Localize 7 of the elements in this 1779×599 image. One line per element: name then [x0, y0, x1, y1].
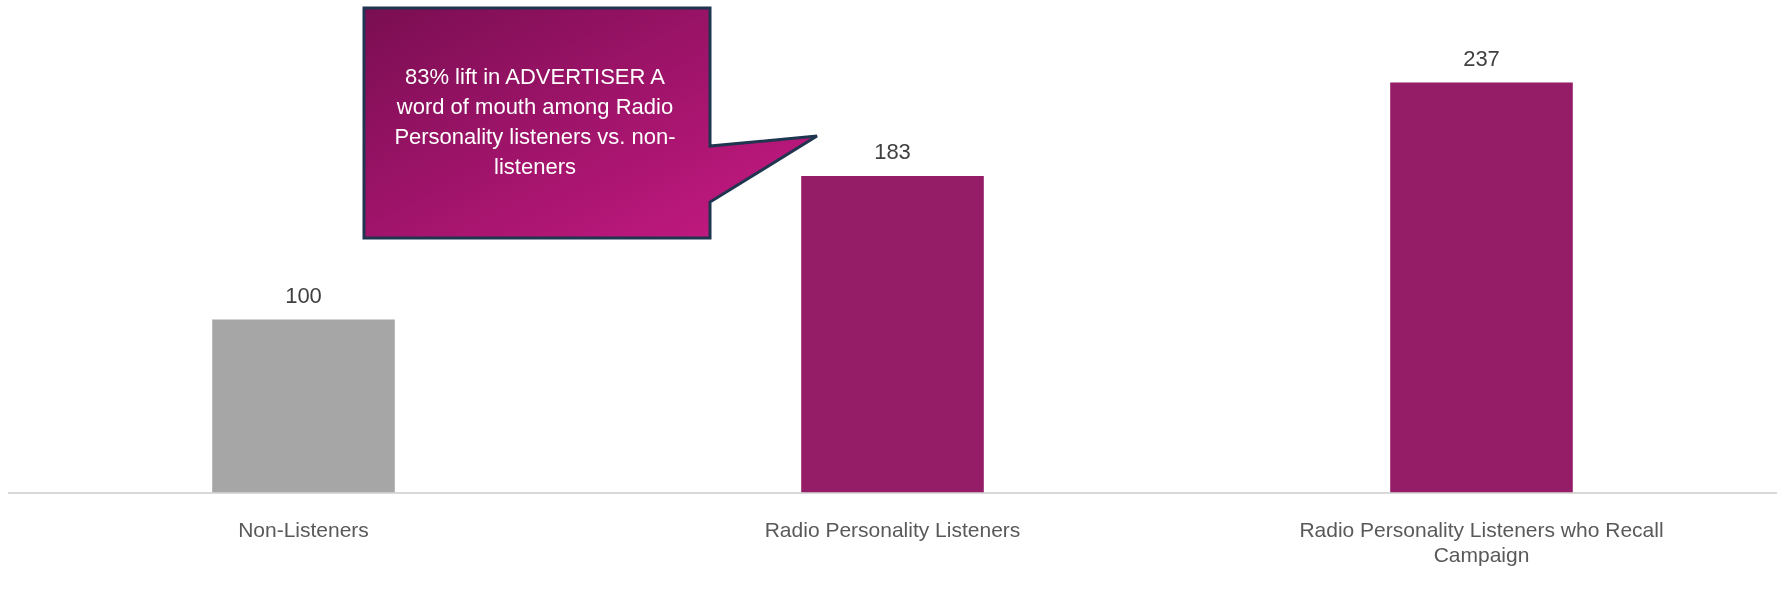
annotation: 83% lift in ADVERTISER A word of mouth among Radio Personality listeners vs. non-listeners	[393, 63, 677, 181]
data-label: 183	[874, 139, 911, 164]
x-tick-label: Radio Personality Listeners	[764, 518, 1021, 541]
data-label: 237	[1463, 45, 1500, 71]
x-tick-label: Radio Personality Listeners who Recall Campaign	[1299, 518, 1664, 567]
data-label: 100	[285, 282, 322, 308]
x-tick-label: Non-Listeners	[238, 518, 369, 541]
